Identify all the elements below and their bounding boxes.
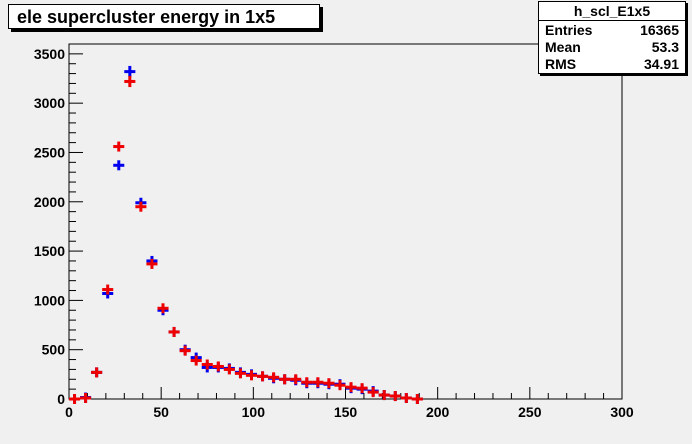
- x-tick-label: 0: [65, 404, 73, 420]
- data-point: [367, 387, 379, 398]
- y-tick-label: 2500: [34, 144, 65, 160]
- data-point: [378, 390, 390, 401]
- data-point: [124, 65, 136, 78]
- chart-title-box: ele supercluster energy in 1x5: [8, 4, 320, 29]
- stats-divider: [539, 20, 685, 21]
- data-point: [234, 368, 246, 379]
- stats-label: Mean: [545, 39, 581, 55]
- data-point: [356, 383, 368, 394]
- stats-value: 34.91: [643, 56, 679, 72]
- y-tick-label: 2000: [34, 194, 65, 210]
- data-point: [80, 393, 92, 404]
- data-point: [146, 258, 158, 269]
- data-point: [69, 394, 81, 404]
- data-point: [212, 361, 224, 372]
- data-point: [157, 303, 169, 314]
- data-point: [113, 160, 125, 171]
- y-tick-label: 500: [42, 342, 66, 358]
- data-point: [223, 364, 235, 375]
- x-tick-label: 100: [242, 404, 266, 420]
- y-tick-label: 0: [57, 391, 65, 407]
- stats-value: 16365: [640, 22, 679, 38]
- x-tick-label: 250: [518, 404, 542, 420]
- axes: 0 50 100 150 200 250 3000500100015002000250030…: [34, 43, 634, 420]
- stats-row-entries: Entries 16365: [545, 22, 679, 40]
- y-tick-label: 1500: [34, 243, 65, 259]
- x-tick-label: 200: [426, 404, 450, 420]
- data-point: [168, 326, 180, 337]
- stats-row-mean: Mean 53.3: [545, 39, 679, 57]
- data-point: [400, 393, 412, 404]
- data-point: [190, 355, 202, 366]
- y-tick-label: 1000: [34, 292, 65, 308]
- y-tick-label: 3000: [34, 95, 65, 111]
- data-point: [345, 382, 357, 393]
- x-tick-label: 150: [334, 404, 358, 420]
- data-point: [312, 377, 324, 388]
- stats-value: 53.3: [651, 39, 679, 55]
- series-2: [69, 75, 423, 404]
- data-point: [91, 367, 103, 378]
- stats-box: h_scl_E1x5 Entries 16365 Mean 53.3 RMS 3…: [538, 1, 686, 74]
- data-point: [290, 374, 302, 385]
- data-point: [389, 391, 401, 402]
- data-point: [135, 201, 147, 212]
- data-point: [179, 345, 191, 356]
- data-point: [411, 394, 423, 404]
- data-point: [301, 377, 313, 388]
- data-point: [323, 378, 335, 389]
- stats-label: RMS: [545, 56, 577, 72]
- data-point: [245, 370, 258, 381]
- data-point: [124, 75, 136, 88]
- series-layer: [69, 65, 423, 404]
- data-point: [201, 359, 213, 370]
- y-tick-label: 3500: [34, 46, 65, 62]
- data-point: [113, 141, 125, 152]
- data-point: [268, 372, 280, 383]
- stats-label: Entries: [545, 22, 593, 38]
- data-point: [102, 284, 114, 295]
- plot-frame: [68, 43, 623, 400]
- data-point: [257, 371, 269, 382]
- data-point: [334, 380, 346, 391]
- data-point: [279, 374, 291, 385]
- x-tick-label: 300: [610, 404, 634, 420]
- stats-histogram-name: h_scl_E1x5: [573, 3, 651, 19]
- x-tick-label: 50: [153, 404, 169, 420]
- stats-row-rms: RMS 34.91: [545, 56, 679, 74]
- chart-title: ele supercluster energy in 1x5: [17, 7, 276, 27]
